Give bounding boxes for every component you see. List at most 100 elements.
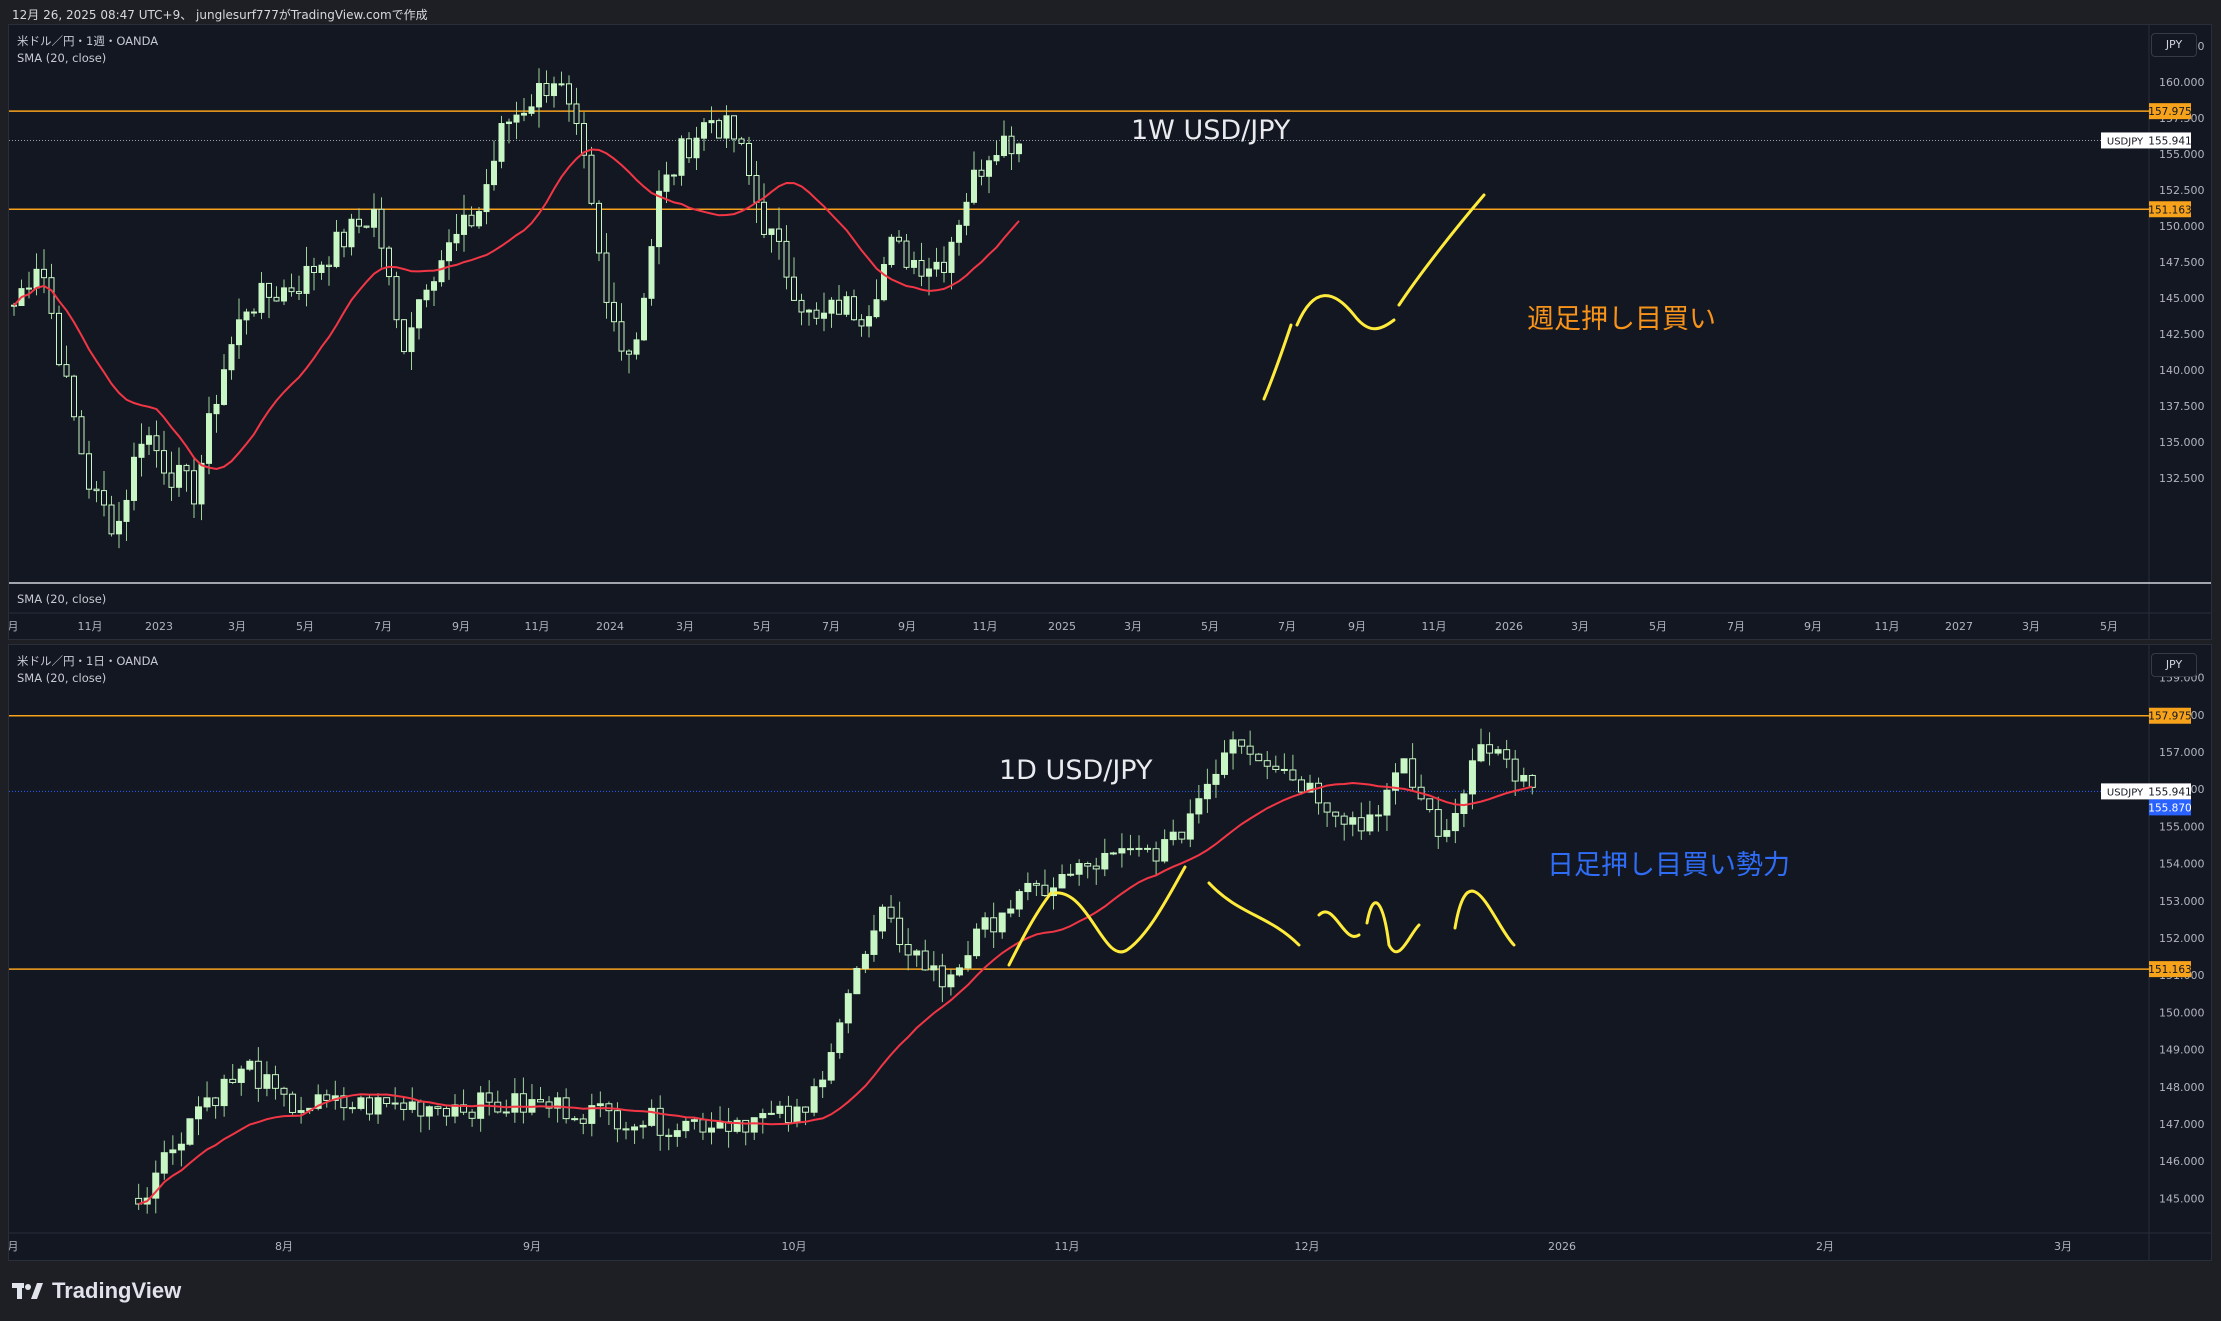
candle <box>348 218 355 248</box>
candle <box>1101 852 1109 870</box>
candle <box>341 231 347 248</box>
candle <box>733 1119 741 1132</box>
y-tick-label: 157.000 <box>2159 746 2205 759</box>
daily-chart-title: 1D USD/JPY <box>999 755 1153 786</box>
candle <box>648 246 655 299</box>
trend-annotation <box>1295 294 1396 331</box>
candle <box>258 282 265 313</box>
candle <box>1272 765 1280 770</box>
candle <box>1067 873 1075 876</box>
weekly-chart-pane[interactable]: 165.000162.500160.000157.500155.000152.5… <box>8 24 2212 640</box>
daily-chart-pane[interactable]: 159.000158.000157.000156.000155.000154.0… <box>8 644 2212 1261</box>
weekly-indicator-label[interactable]: SMA (20, close) <box>17 51 107 65</box>
candle <box>918 260 925 277</box>
candle <box>761 201 767 235</box>
x-tick-label: 11月 <box>525 620 550 633</box>
x-tick-label: 2023 <box>145 620 173 633</box>
candle <box>153 435 160 452</box>
trend-annotation <box>1053 865 1187 954</box>
candle <box>930 965 938 971</box>
candle <box>116 520 122 535</box>
x-tick-label: 2026 <box>1548 1240 1576 1253</box>
candle <box>881 264 887 301</box>
candle <box>708 1127 715 1133</box>
candle <box>1135 847 1143 850</box>
candle <box>545 1101 553 1109</box>
candle <box>33 268 40 289</box>
candle <box>843 296 850 315</box>
candle <box>333 231 340 267</box>
y-tick-label: 145.000 <box>2159 1192 2205 1205</box>
candle <box>1092 865 1100 870</box>
x-tick-label: 3月 <box>1571 620 1589 633</box>
candle <box>511 1093 519 1113</box>
trend-annotation <box>1262 323 1293 401</box>
candle <box>378 208 385 249</box>
candle <box>168 472 175 488</box>
candle <box>798 299 805 313</box>
candle <box>1263 760 1271 767</box>
candle <box>1503 749 1511 760</box>
weekly-currency-selector[interactable]: JPY <box>2151 33 2197 57</box>
candle <box>1400 758 1408 774</box>
candle <box>955 967 963 976</box>
candle <box>879 906 886 932</box>
candle <box>138 443 145 458</box>
candle <box>573 103 580 125</box>
candle <box>502 1111 510 1114</box>
daily-indicator-label[interactable]: SMA (20, close) <box>17 671 107 685</box>
candle <box>776 1105 784 1114</box>
candle <box>1255 753 1263 762</box>
sma-price-label: 155.870 <box>2148 802 2191 814</box>
candle <box>1494 749 1502 754</box>
candle <box>603 252 610 303</box>
x-tick-label: 2025 <box>1048 620 1076 633</box>
level-price-label: 157.975 <box>2148 711 2191 723</box>
candle <box>314 1094 322 1109</box>
candle <box>903 240 910 268</box>
daily-annotation: 日足押し目買い勢力 <box>1547 850 1790 881</box>
daily-currency-selector[interactable]: JPY <box>2151 653 2197 677</box>
candle <box>161 450 167 474</box>
candle <box>246 1060 254 1070</box>
candle <box>784 1105 792 1124</box>
candle <box>1332 811 1340 817</box>
candle <box>1126 848 1134 851</box>
candle <box>453 233 460 244</box>
daily-candlestick-chart[interactable]: 159.000158.000157.000156.000155.000154.0… <box>9 645 2211 1260</box>
candle <box>579 1118 587 1124</box>
candle <box>438 260 445 283</box>
weekly-sublegend: SMA (20, close) <box>17 592 107 606</box>
candle <box>759 1113 767 1119</box>
candle <box>656 190 662 248</box>
y-tick-label: 147.000 <box>2159 1118 2205 1131</box>
candle <box>671 174 677 177</box>
candle <box>1374 814 1382 817</box>
candle <box>220 1078 228 1107</box>
candle <box>468 1111 476 1119</box>
candle <box>408 327 415 353</box>
x-tick-label: 月 <box>9 1240 19 1253</box>
weekly-candlestick-chart[interactable]: 165.000162.500160.000157.500155.000152.5… <box>9 25 2211 639</box>
trend-annotation <box>1207 881 1301 947</box>
candle <box>203 1097 211 1108</box>
candle <box>296 291 302 294</box>
candle <box>887 906 895 919</box>
candle <box>135 1197 143 1205</box>
candle <box>973 928 981 957</box>
candle <box>596 1103 604 1107</box>
candle <box>1306 782 1314 793</box>
level-price-tag <box>2149 961 2191 978</box>
x-tick-label: 5月 <box>296 620 314 633</box>
x-tick-label: 5月 <box>753 620 771 633</box>
tradingview-logo[interactable]: TradingView <box>12 1278 181 1304</box>
sma-line <box>13 148 1020 471</box>
candle <box>446 242 452 262</box>
candle <box>273 296 280 302</box>
candle <box>911 260 917 268</box>
x-tick-label: 7月 <box>374 620 392 633</box>
candle <box>393 276 400 321</box>
candle <box>468 214 475 227</box>
candle <box>177 1143 185 1151</box>
candle <box>386 247 392 278</box>
